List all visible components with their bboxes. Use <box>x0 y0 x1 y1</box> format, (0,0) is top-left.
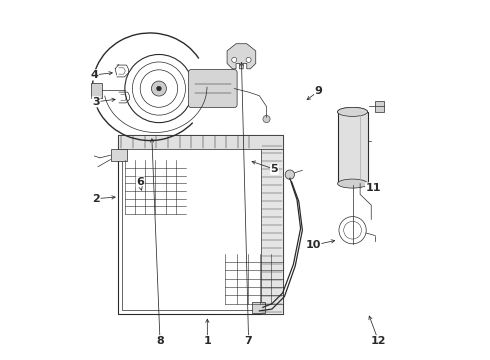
Ellipse shape <box>338 107 368 116</box>
Text: 7: 7 <box>245 336 252 346</box>
Text: 12: 12 <box>370 336 386 346</box>
Polygon shape <box>261 135 283 315</box>
Text: 9: 9 <box>315 86 322 96</box>
Text: 2: 2 <box>92 194 100 204</box>
Circle shape <box>263 116 270 123</box>
Circle shape <box>285 170 294 179</box>
Polygon shape <box>252 302 265 313</box>
Text: 11: 11 <box>366 183 381 193</box>
Polygon shape <box>91 83 101 98</box>
Polygon shape <box>227 44 256 69</box>
Polygon shape <box>338 112 368 184</box>
Text: 5: 5 <box>270 164 278 174</box>
Text: 4: 4 <box>91 70 98 80</box>
Circle shape <box>232 57 237 62</box>
Circle shape <box>156 86 161 91</box>
Text: 1: 1 <box>203 336 211 346</box>
Text: 6: 6 <box>136 177 144 187</box>
Circle shape <box>246 57 251 62</box>
Polygon shape <box>118 135 283 149</box>
Text: 8: 8 <box>156 336 164 346</box>
Ellipse shape <box>338 179 368 188</box>
Polygon shape <box>111 149 126 161</box>
Ellipse shape <box>338 107 368 116</box>
FancyBboxPatch shape <box>188 69 237 108</box>
Polygon shape <box>375 101 384 112</box>
Text: 3: 3 <box>92 97 100 107</box>
Circle shape <box>151 81 167 96</box>
Text: 10: 10 <box>305 240 321 250</box>
